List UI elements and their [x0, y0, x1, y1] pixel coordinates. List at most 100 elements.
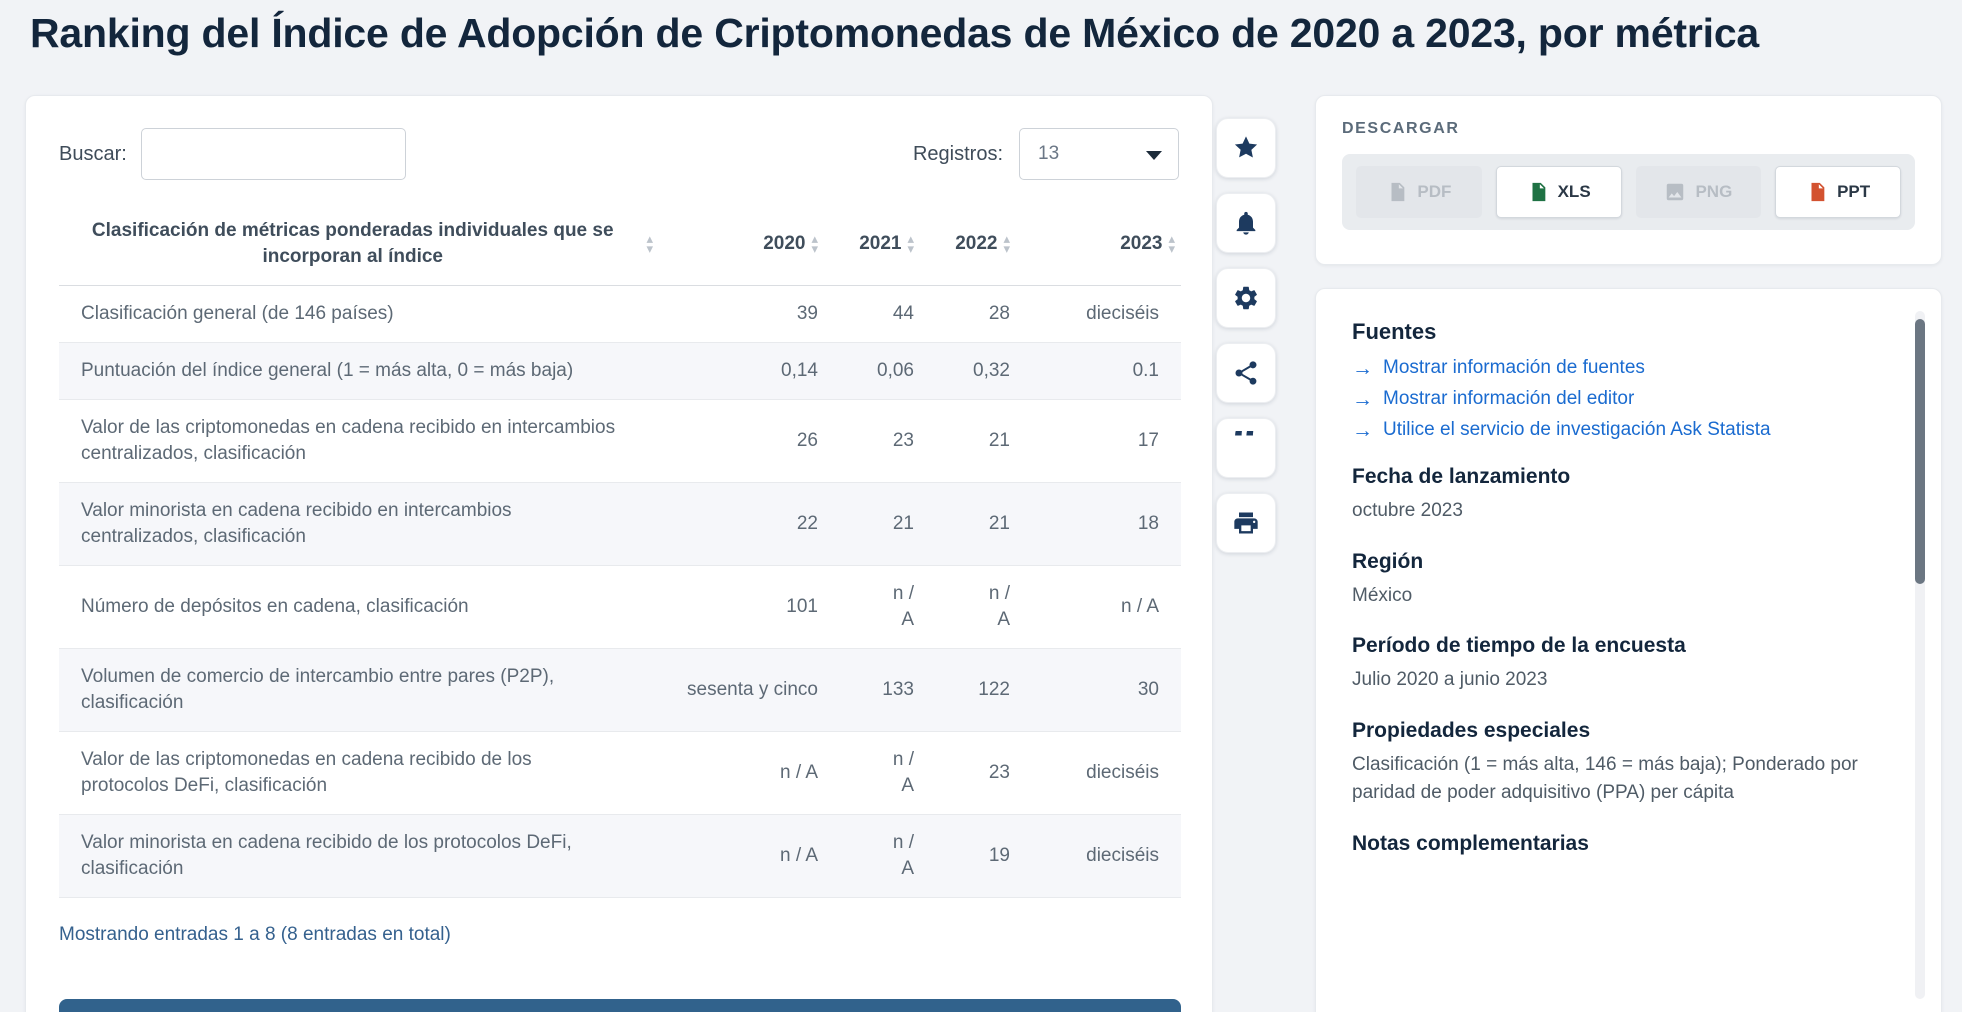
- column-header-2022[interactable]: 2022 ▴ ▾: [920, 202, 1016, 287]
- column-header-label: 2022: [955, 232, 998, 254]
- column-header-label: 2021: [859, 232, 902, 254]
- tool-rail: “: [1216, 118, 1278, 553]
- cell-2021: n / A: [824, 565, 920, 650]
- cell-2021: n / A: [824, 731, 920, 816]
- table-row: Clasificación general (de 146 países) 39…: [59, 285, 1181, 344]
- cell-2020: 101: [659, 565, 824, 650]
- records-select[interactable]: 13: [1019, 128, 1179, 180]
- quote-icon: “: [1231, 431, 1261, 465]
- records-label: Registros:: [912, 142, 1003, 165]
- table-card: Buscar: Registros: 13 Clasificación de m…: [25, 95, 1213, 1012]
- xls-file-icon: [1532, 182, 1545, 202]
- cell-2023: n / A: [1016, 565, 1181, 650]
- pagination-bar[interactable]: [59, 999, 1181, 1012]
- ppt-file-icon: [1811, 182, 1825, 202]
- page-title: Ranking del Índice de Adopción de Cripto…: [30, 10, 1760, 56]
- share-button[interactable]: [1216, 343, 1276, 403]
- bell-icon: [1236, 211, 1256, 235]
- table-row: Puntuación del índice general (1 = más a…: [59, 342, 1181, 401]
- table-row: Volumen de comercio de intercambio entre…: [59, 648, 1181, 733]
- sort-icon[interactable]: ▴ ▾: [1003, 230, 1010, 256]
- cell-2020: 22: [659, 482, 824, 567]
- cell-2021: 0,06: [824, 342, 920, 401]
- column-header-2023[interactable]: 2023 ▴ ▾: [1016, 202, 1181, 287]
- entries-summary: Mostrando entradas 1 a 8 (8 entradas en …: [59, 924, 451, 946]
- download-xls-button[interactable]: XLS: [1495, 166, 1622, 218]
- scrollbar-thumb[interactable]: [1915, 319, 1925, 584]
- cell-2022: 21: [920, 399, 1016, 484]
- chevron-down-icon: [1146, 151, 1162, 160]
- data-table: Clasificación de métricas ponderadas ind…: [59, 202, 1181, 899]
- survey-period-heading: Período de tiempo de la encuesta: [1352, 634, 1686, 657]
- column-header-label: 2023: [1120, 232, 1163, 254]
- cell-metric: Número de depósitos en cadena, clasifica…: [59, 565, 659, 650]
- cell-2022: 28: [920, 285, 1016, 344]
- sources-heading: Fuentes: [1352, 319, 1437, 344]
- alert-button[interactable]: [1216, 193, 1276, 253]
- sort-icon[interactable]: ▴ ▾: [1168, 230, 1175, 256]
- cell-metric: Clasificación general (de 146 países): [59, 285, 659, 344]
- cell-2020: 0,14: [659, 342, 824, 401]
- table-header-row: Clasificación de métricas ponderadas ind…: [59, 202, 1181, 287]
- png-image-icon: [1667, 183, 1684, 201]
- table-row: Valor minorista en cadena recibido de lo…: [59, 814, 1181, 899]
- printer-icon: [1234, 512, 1258, 534]
- show-sources-link[interactable]: → Mostrar información de fuentes: [1352, 356, 1645, 380]
- scrollbar-track[interactable]: [1915, 311, 1925, 999]
- sort-icon[interactable]: ▴ ▾: [907, 230, 914, 256]
- cell-2021: 23: [824, 399, 920, 484]
- region-value: México: [1352, 584, 1413, 606]
- cell-2023: dieciséis: [1016, 814, 1181, 899]
- show-publisher-link[interactable]: → Mostrar información del editor: [1352, 387, 1635, 411]
- settings-button[interactable]: [1216, 268, 1276, 328]
- cell-2023: dieciséis: [1016, 285, 1181, 344]
- table-row: Valor de las criptomonedas en cadena rec…: [59, 731, 1181, 816]
- cell-2021: n / A: [824, 814, 920, 899]
- sort-icon[interactable]: ▴ ▾: [646, 230, 653, 256]
- cell-2021: 44: [824, 285, 920, 344]
- cell-2022: 19: [920, 814, 1016, 899]
- arrow-right-icon: →: [1352, 418, 1373, 442]
- ask-statista-link[interactable]: → Utilice el servicio de investigación A…: [1352, 418, 1771, 442]
- records-selected-value: 13: [1038, 143, 1060, 164]
- favorite-button[interactable]: [1216, 118, 1276, 178]
- cell-metric: Valor de las criptomonedas en cadena rec…: [59, 731, 659, 816]
- print-button[interactable]: [1216, 493, 1276, 553]
- search-input[interactable]: [140, 128, 406, 180]
- cell-metric: Puntuación del índice general (1 = más a…: [59, 342, 659, 401]
- star-icon: [1234, 136, 1258, 158]
- cite-button[interactable]: “: [1216, 418, 1276, 478]
- release-date-heading: Fecha de lanzamiento: [1352, 465, 1571, 488]
- arrow-right-icon: →: [1352, 387, 1373, 411]
- cell-2021: 133: [824, 648, 920, 733]
- download-png-button: PNG: [1635, 166, 1762, 218]
- cell-2020: 26: [659, 399, 824, 484]
- download-button-strip: PDF XLS PNG PPT: [1342, 154, 1915, 230]
- column-header-2021[interactable]: 2021 ▴ ▾: [824, 202, 920, 287]
- share-icon: [1235, 361, 1257, 385]
- column-header-label: Clasificación de métricas ponderadas ind…: [91, 220, 614, 267]
- sources-links: → Mostrar información de fuentes → Mostr…: [1352, 357, 1905, 441]
- special-properties-value: Clasificación (1 = más alta, 146 = más b…: [1352, 753, 1858, 804]
- sort-icon[interactable]: ▴ ▾: [811, 230, 818, 256]
- region-heading: Región: [1352, 549, 1424, 573]
- cell-2023: 30: [1016, 648, 1181, 733]
- metadata-card: Fuentes → Mostrar información de fuentes…: [1315, 288, 1942, 1012]
- column-header-2020[interactable]: 2020 ▴ ▾: [659, 202, 824, 287]
- cell-metric: Valor de las criptomonedas en cadena rec…: [59, 399, 659, 484]
- column-header-label: 2020: [763, 232, 806, 254]
- column-header-metric[interactable]: Clasificación de métricas ponderadas ind…: [59, 202, 659, 287]
- release-date-value: octubre 2023: [1352, 500, 1463, 521]
- gear-icon: [1235, 286, 1257, 310]
- download-heading: DESCARGAR: [1342, 120, 1460, 137]
- cell-2022: n / A: [920, 565, 1016, 650]
- cell-2020: n / A: [659, 731, 824, 816]
- download-card: DESCARGAR PDF XLS PNG PPT: [1315, 95, 1942, 265]
- pdf-file-icon: [1391, 182, 1405, 202]
- download-ppt-button[interactable]: PPT: [1775, 166, 1901, 218]
- survey-period-value: Julio 2020 a junio 2023: [1352, 669, 1548, 690]
- cell-2023: 18: [1016, 482, 1181, 567]
- cell-2022: 0,32: [920, 342, 1016, 401]
- cell-metric: Volumen de comercio de intercambio entre…: [59, 648, 659, 733]
- cell-metric: Valor minorista en cadena recibido en in…: [59, 482, 659, 567]
